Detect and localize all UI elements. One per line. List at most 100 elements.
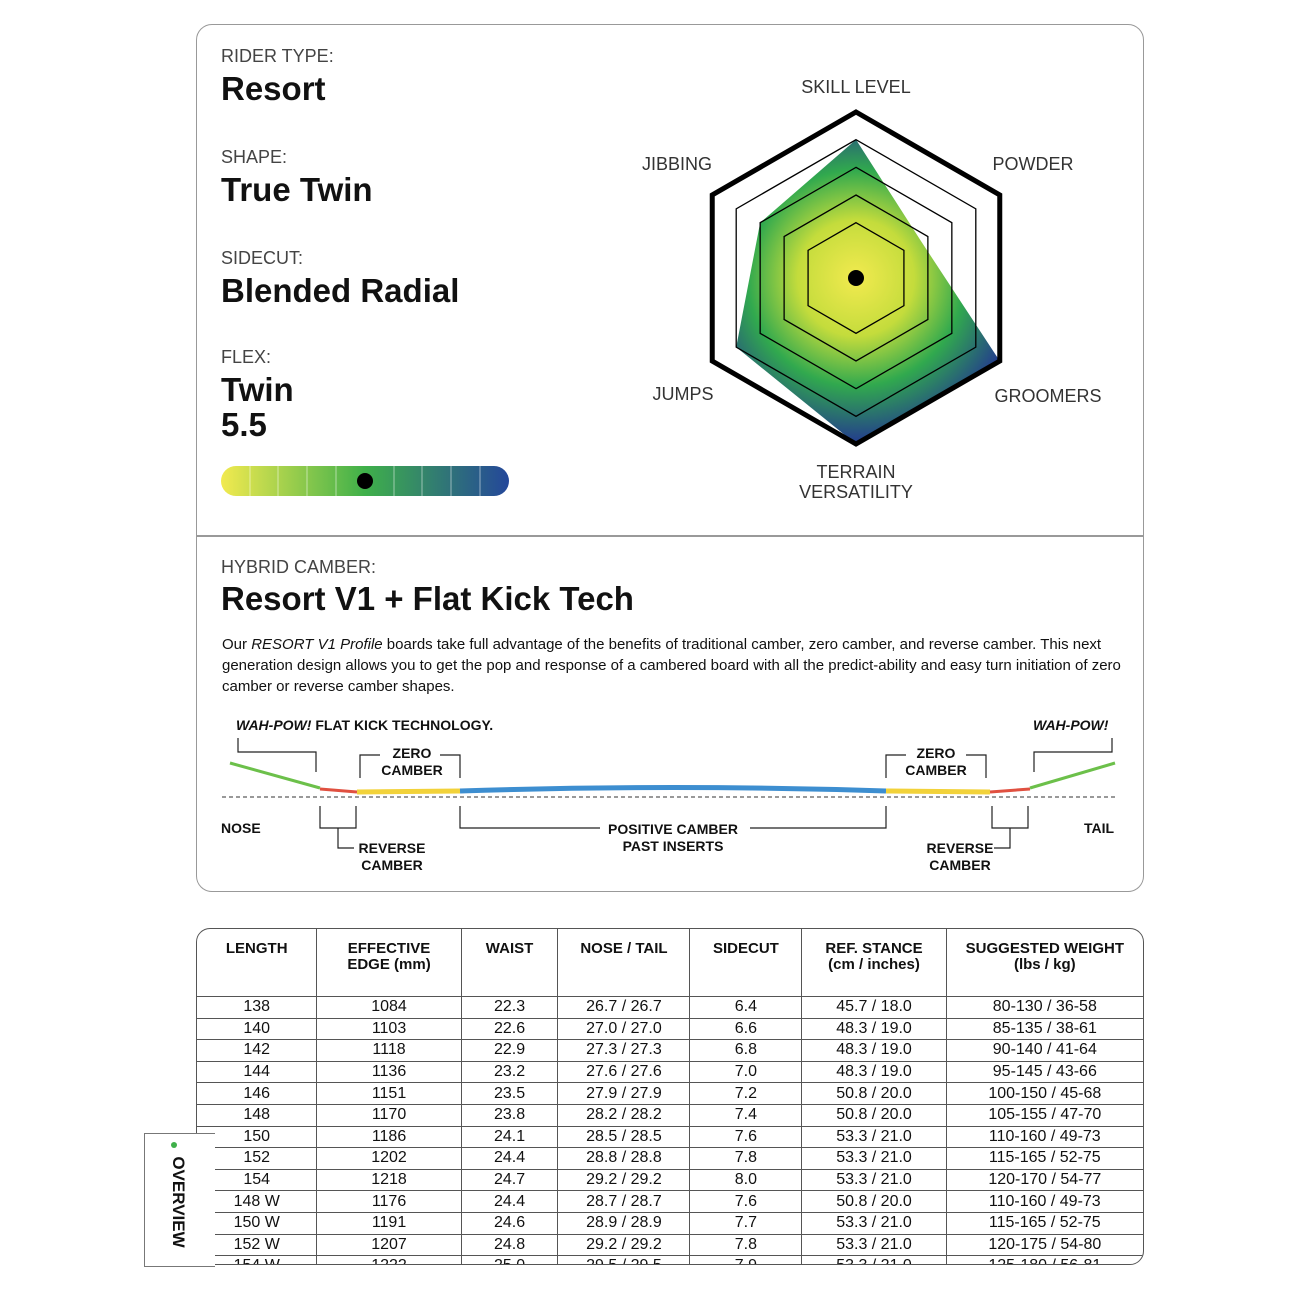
table-cell: 22.6 [460, 1017, 559, 1041]
table-cell: 110-160 / 49-73 [945, 1190, 1143, 1213]
diagram-label-line: CAMBER [381, 762, 443, 778]
camber-label: HYBRID CAMBER: [221, 557, 377, 577]
table-cell: 23.5 [460, 1082, 559, 1105]
table-cell: 1103 [316, 1017, 462, 1041]
table-cell: 24.7 [460, 1168, 559, 1192]
table-row: 150 1186 24.1 28.5 / 28.5 7.6 53.3 / 21.0 110-… [197, 1125, 1143, 1149]
table-cell: 7.8 [689, 1233, 803, 1257]
table-row: 144 1136 23.2 27.6 / 27.6 7.0 48.3 / 19.0 95-1… [197, 1060, 1143, 1084]
radar-ring [783, 194, 929, 362]
table-cell: 85-135 / 38-61 [945, 1017, 1143, 1041]
table-cell: 29.2 / 29.2 [557, 1168, 691, 1192]
diagram-label-line: PAST INSERTS [622, 838, 724, 854]
table-cell: 27.9 / 27.9 [557, 1082, 691, 1105]
table-row: 148 W 1176 24.4 28.7 / 28.7 7.6 50.8 / 20.0 11… [197, 1190, 1143, 1213]
table-cell: 140 [197, 1017, 318, 1041]
table-cell: 7.6 [689, 1125, 803, 1149]
radar-axis-label: VERSATILITY [799, 482, 913, 502]
table-cell: 24.6 [460, 1211, 559, 1235]
radar-axis-label: SKILL LEVEL [801, 77, 910, 97]
tab[interactable]: OVERVIEW [144, 1133, 215, 1267]
table-cell: 144 [197, 1060, 318, 1084]
table-cell: 24.4 [460, 1147, 559, 1170]
tab-dot [171, 1142, 177, 1148]
table-row: 146 1151 23.5 27.9 / 27.9 7.2 50.8 / 20.0 100-… [197, 1082, 1143, 1105]
table-cell: 80-130 / 36-58 [945, 996, 1143, 1019]
table-row: 140 1103 22.6 27.0 / 27.0 6.6 48.3 / 19.0 85-1… [197, 1017, 1143, 1041]
camber-title: Resort V1 + Flat Kick Tech [221, 580, 634, 617]
table-cell: 50.8 / 20.0 [801, 1190, 947, 1213]
desc-italic: RESORT V1 Profile [251, 636, 383, 653]
flex-value: Twin 5.5 [221, 372, 294, 442]
table-cell: 23.8 [460, 1103, 559, 1127]
column-header: SIDECUT [689, 929, 803, 997]
diagram-label: REVERSE CAMBER [880, 840, 1040, 874]
tail: TAIL [1084, 820, 1115, 836]
spec-value: Blended Radial [221, 272, 460, 309]
table-cell: 24.1 [460, 1125, 559, 1149]
flex-label: FLEX: [221, 347, 272, 367]
table-cell: 120-170 / 54-77 [945, 1168, 1143, 1192]
table-cell: 8.0 [689, 1168, 803, 1192]
table-cell: 7.2 [689, 1082, 803, 1105]
table-cell: 22.9 [460, 1039, 559, 1062]
table-cell: 105-155 / 47-70 [945, 1103, 1143, 1127]
table-cell: 1176 [316, 1190, 462, 1213]
table-cell: 7.7 [689, 1211, 803, 1235]
table-cell: 1118 [316, 1039, 462, 1062]
column-header: SUGGESTED WEIGHT (lbs / kg) [945, 929, 1143, 997]
table-cell: 148 [197, 1103, 318, 1127]
table-row: 138 1084 22.3 26.7 / 26.7 6.4 45.7 / 18.0 80-1… [197, 996, 1143, 1019]
table-cell: 28.7 / 28.7 [557, 1190, 691, 1213]
table-cell: 100-150 / 45-68 [945, 1082, 1143, 1105]
radar-chart: SKILL LEVEL POWDER GROOMERS TERRAINVERSATIL… [642, 77, 1102, 502]
column-header: LENGTH [197, 929, 318, 997]
spec-value: Resort [221, 70, 326, 107]
radar-ring [735, 138, 977, 418]
table-cell: 148 W [197, 1190, 318, 1213]
header-line: SUGGESTED WEIGHT [965, 940, 1124, 957]
table-cell: 7.4 [689, 1103, 803, 1127]
table-cell: 138 [197, 996, 318, 1019]
table-cell: 50.8 / 20.0 [801, 1082, 947, 1105]
table-cell: 1202 [316, 1147, 462, 1170]
table-cell: 1084 [316, 996, 462, 1019]
table-cell: 7.6 [689, 1190, 803, 1213]
overview-card [196, 24, 1144, 892]
diagram-label: POSITIVE CAMBER PAST INSERTS [593, 821, 753, 855]
callout-text: FLAT KICK TECHNOLOGY. [311, 717, 494, 733]
table-row: 152 1202 24.4 28.8 / 28.8 7.8 53.3 / 21.0 115-… [197, 1147, 1143, 1170]
radar-axis-label: GROOMERS [994, 386, 1101, 406]
table-row: 152 W 1207 24.8 29.2 / 29.2 7.8 53.3 / 21.0 12… [197, 1233, 1143, 1257]
table-cell: 1136 [316, 1060, 462, 1084]
table-cell: 1186 [316, 1125, 462, 1149]
flex-text: Twin [221, 371, 294, 408]
radar-axis-label: POWDER [993, 154, 1074, 174]
spec-label: RIDER TYPE: [221, 46, 334, 66]
callout-italic: WAH-POW! [1033, 717, 1109, 733]
table-cell: 27.0 / 27.0 [557, 1017, 691, 1041]
spec-value: True Twin [221, 171, 373, 208]
nose: NOSE [221, 820, 261, 836]
header-line: SIDECUT [712, 940, 779, 957]
header-row: LENGTH EFFECTIVE EDGE (mm) WAIST NOSE / TAIL… [197, 929, 1143, 997]
table-cell: 28.2 / 28.2 [557, 1103, 691, 1127]
column-header: WAIST [460, 929, 559, 997]
table-cell: 142 [197, 1039, 318, 1062]
table-cell: 53.3 / 21.0 [801, 1147, 947, 1170]
desc: Our [222, 636, 252, 653]
table-cell: 53.3 / 21.0 [801, 1255, 947, 1264]
table-cell: 26.7 / 26.7 [557, 996, 691, 1019]
diagram-label-line: CAMBER [361, 857, 423, 873]
table-cell: 7.8 [689, 1147, 803, 1170]
table-cell: 1170 [316, 1103, 462, 1127]
table-row: 142 1118 22.9 27.3 / 27.3 6.8 48.3 / 19.0 90-1… [197, 1039, 1143, 1062]
table-cell: 28.5 / 28.5 [557, 1125, 691, 1149]
header-line: WAIST [485, 940, 534, 957]
table-cell: 27.3 / 27.3 [557, 1039, 691, 1062]
flex-number: 5.5 [221, 406, 267, 443]
radar-ring [807, 221, 905, 335]
table-cell: 53.3 / 21.0 [801, 1233, 947, 1257]
